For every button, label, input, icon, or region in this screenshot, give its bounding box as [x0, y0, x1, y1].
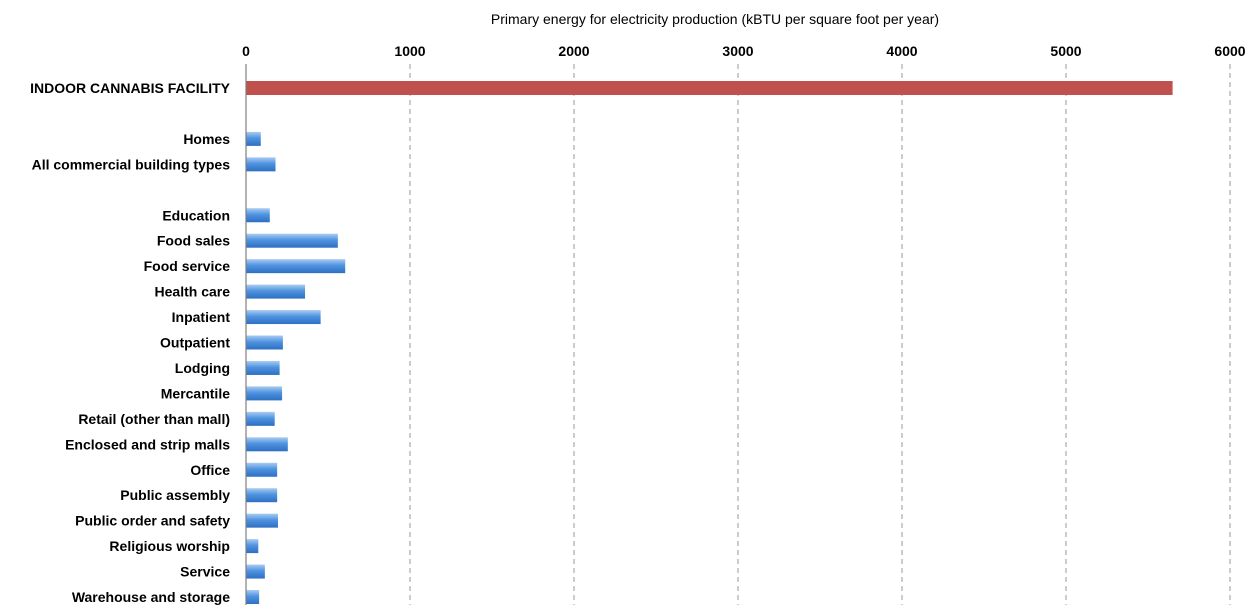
x-tick-label: 2000: [558, 43, 589, 59]
category-label: Public assembly: [120, 487, 230, 503]
category-label: Food sales: [157, 233, 230, 249]
category-label: Service: [180, 564, 230, 580]
bar: [246, 233, 338, 248]
category-label: Lodging: [175, 360, 230, 376]
bar: [246, 488, 278, 503]
bar: [246, 564, 265, 579]
bar: [246, 310, 321, 325]
category-label: Inpatient: [172, 309, 231, 325]
bar: [246, 437, 288, 452]
bar: [246, 131, 261, 146]
category-label: Mercantile: [161, 385, 230, 401]
category-label: Homes: [183, 131, 230, 147]
x-axis-title: Primary energy for electricity productio…: [491, 11, 939, 27]
x-axis-ticks: 0 1000 2000 3000 4000 5000 6000: [242, 43, 1246, 59]
x-tick-label: 1000: [394, 43, 425, 59]
category-label: Warehouse and storage: [72, 589, 230, 605]
category-label: Food service: [144, 258, 231, 274]
category-label: Health care: [155, 284, 231, 300]
bar: [246, 284, 306, 299]
category-label: All commercial building types: [32, 156, 231, 172]
x-tick-label: 0: [242, 43, 250, 59]
bar: [246, 259, 346, 274]
bar: [246, 539, 259, 554]
bar: [246, 208, 270, 223]
category-labels: INDOOR CANNABIS FACILITY Homes All commerc…: [30, 80, 231, 605]
x-tick-label: 3000: [722, 43, 753, 59]
bar: [246, 411, 275, 426]
category-label: Retail (other than mall): [78, 411, 230, 427]
bar: [246, 335, 283, 350]
bar: [246, 360, 280, 375]
bar-highlight: [246, 81, 1173, 95]
bar: [246, 386, 283, 401]
category-label: Office: [190, 462, 230, 478]
bars: [246, 81, 1173, 604]
category-label: Education: [162, 207, 230, 223]
bar: [246, 462, 278, 477]
bar: [246, 157, 276, 172]
category-label: Enclosed and strip malls: [65, 436, 230, 452]
x-tick-label: 6000: [1214, 43, 1245, 59]
category-label: Public order and safety: [75, 513, 230, 529]
category-label: Religious worship: [109, 538, 230, 554]
bar: [246, 590, 260, 604]
x-tick-label: 4000: [886, 43, 917, 59]
gridlines: [409, 64, 1231, 605]
category-label: INDOOR CANNABIS FACILITY: [30, 80, 231, 96]
category-label: Outpatient: [160, 335, 230, 351]
bar: [246, 513, 278, 528]
x-tick-label: 5000: [1050, 43, 1081, 59]
